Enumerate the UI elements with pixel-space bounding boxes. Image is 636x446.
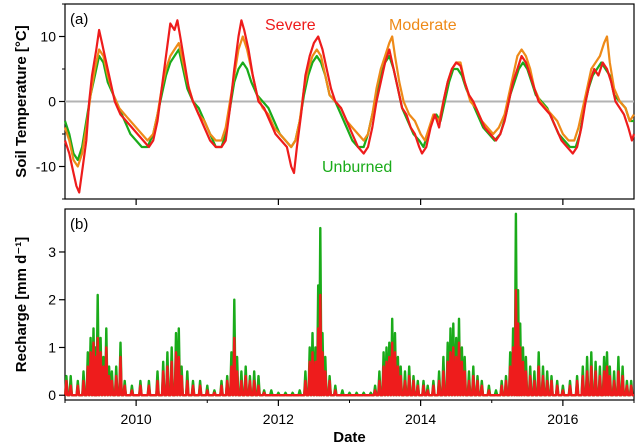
panel-a-y-axis-title: Soil Temperature [°C] xyxy=(13,25,30,177)
y-tick-label-a: 10 xyxy=(40,29,56,45)
panel-b-label: (b) xyxy=(70,216,88,233)
y-tick-label-b: 3 xyxy=(48,244,56,260)
x-tick-label: 2012 xyxy=(263,411,294,427)
series-label-moderate: Moderate xyxy=(389,17,457,34)
x-tick-label: 2014 xyxy=(405,411,436,427)
panel-a-soil-temperature: (a) Soil Temperature [°C] Severe Moderat… xyxy=(13,3,636,205)
y-tick-label-b: 0 xyxy=(48,387,56,403)
series-line-severe xyxy=(63,19,636,194)
y-tick-label-a: -10 xyxy=(36,159,56,175)
panel-b-y-axis-title: Recharge [mm d⁻¹] xyxy=(13,237,30,372)
x-axis-title: Date xyxy=(333,429,366,446)
panel-b-frame xyxy=(64,208,635,401)
panel-b-recharge: (b) Recharge [mm d⁻¹] Date 0 1 2 3 2010 2012 2… xyxy=(13,208,635,446)
recharge-trace-severe xyxy=(64,289,634,397)
y-tick-label-a: 0 xyxy=(48,94,56,110)
x-tick-label: 2010 xyxy=(121,411,152,427)
recharge-trace-unburned xyxy=(64,212,634,397)
y-tick-label-b: 1 xyxy=(48,339,56,355)
series-label-unburned: Unburned xyxy=(322,159,392,176)
panel-a-label: (a) xyxy=(70,11,88,28)
series-label-severe: Severe xyxy=(265,17,316,34)
x-tick-label: 2016 xyxy=(547,411,578,427)
y-tick-label-b: 2 xyxy=(48,292,56,308)
